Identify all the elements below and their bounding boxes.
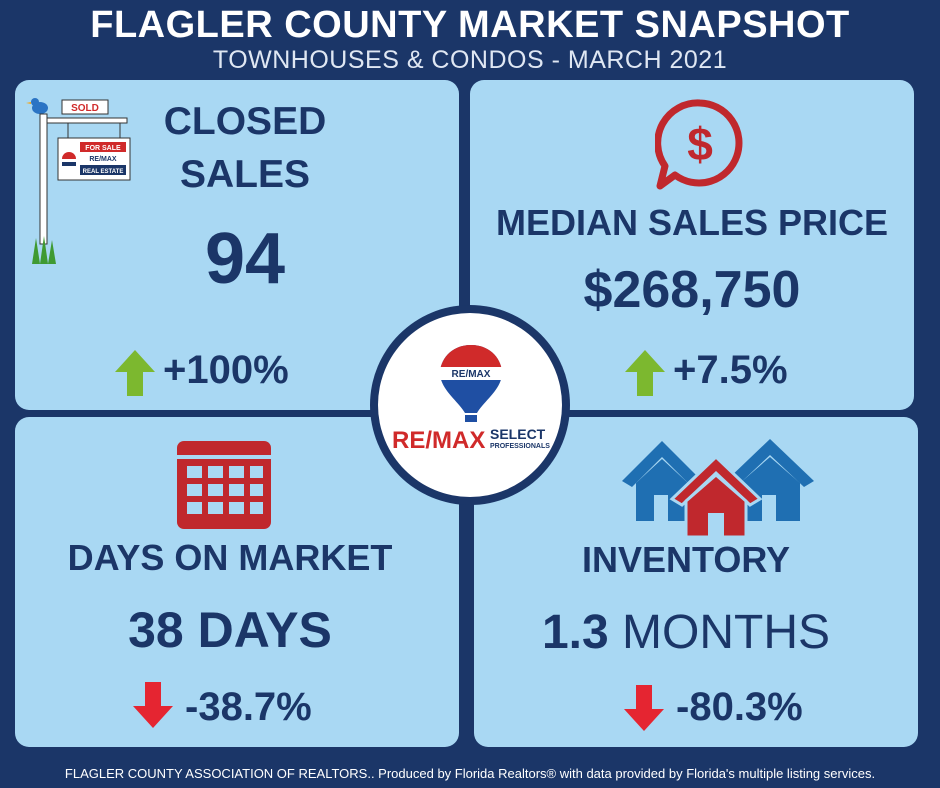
footer-text: FLAGLER COUNTY ASSOCIATION OF REALTORS..… xyxy=(64,766,876,781)
logo-brand: RE/MAX xyxy=(392,427,486,454)
inventory-label: INVENTORY xyxy=(581,539,791,580)
closed-sales-label-line2: SALES xyxy=(179,153,311,196)
closed-sales-label-line1: CLOSED xyxy=(163,100,327,143)
days-on-market-value: 38 DAYS xyxy=(128,602,332,658)
logo-select: SELECT xyxy=(490,426,546,442)
closed-sales-value: 94 xyxy=(204,219,286,299)
balloon-icon: RE/MAX xyxy=(440,345,502,422)
days-on-market-change: -38.7% xyxy=(185,685,312,729)
closed-sales-change: +100% xyxy=(163,348,289,392)
svg-text:$: $ xyxy=(687,118,713,170)
median-price-label: MEDIAN SALES PRICE xyxy=(495,202,889,243)
sold-sign-icon: SOLD FOR SALE RE/MAX REAL ESTATE xyxy=(26,98,131,264)
days-on-market-panel: DAYS ON MARKET 38 DAYS -38.7% xyxy=(15,417,459,747)
inventory-change: -80.3% xyxy=(676,685,803,729)
remax-logo: RE/MAX RE/MAX SELECT PROFESSIONALS xyxy=(370,305,570,505)
balloon-text: RE/MAX xyxy=(452,369,491,380)
inventory-value: 1.3 MONTHS xyxy=(474,605,898,660)
logo-professionals: PROFESSIONALS xyxy=(490,443,550,450)
sign-real-estate-text: REAL ESTATE xyxy=(83,169,124,175)
median-price-change: +7.5% xyxy=(673,348,788,392)
down-arrow-icon xyxy=(624,685,664,731)
dollar-speech-bubble-icon: $ xyxy=(655,99,743,190)
houses-icon xyxy=(622,439,814,537)
up-arrow-icon xyxy=(115,350,155,396)
sign-sold-text: SOLD xyxy=(71,103,99,114)
inventory-value-number: 1.3 xyxy=(541,606,609,659)
up-arrow-icon xyxy=(625,350,665,396)
days-on-market-label: DAYS ON MARKET xyxy=(67,537,393,578)
inventory-panel: INVENTORY 1.3 MONTHS -80.3% xyxy=(474,417,918,747)
inventory-value-unit: MONTHS xyxy=(622,606,831,659)
closed-sales-panel: SOLD FOR SALE RE/MAX REAL ESTATE CLOSED … xyxy=(15,80,459,410)
logo-disc: RE/MAX RE/MAX SELECT PROFESSIONALS xyxy=(378,313,562,497)
sign-for-sale-text: FOR SALE xyxy=(85,145,121,152)
down-arrow-icon xyxy=(133,682,173,728)
median-price-value: $268,750 xyxy=(583,261,801,319)
sign-brand-text: RE/MAX xyxy=(89,156,117,163)
page-subtitle: TOWNHOUSES & CONDOS - MARCH 2021 xyxy=(212,46,728,74)
page-title: FLAGLER COUNTY MARKET SNAPSHOT xyxy=(90,4,850,46)
calendar-icon xyxy=(177,441,271,529)
